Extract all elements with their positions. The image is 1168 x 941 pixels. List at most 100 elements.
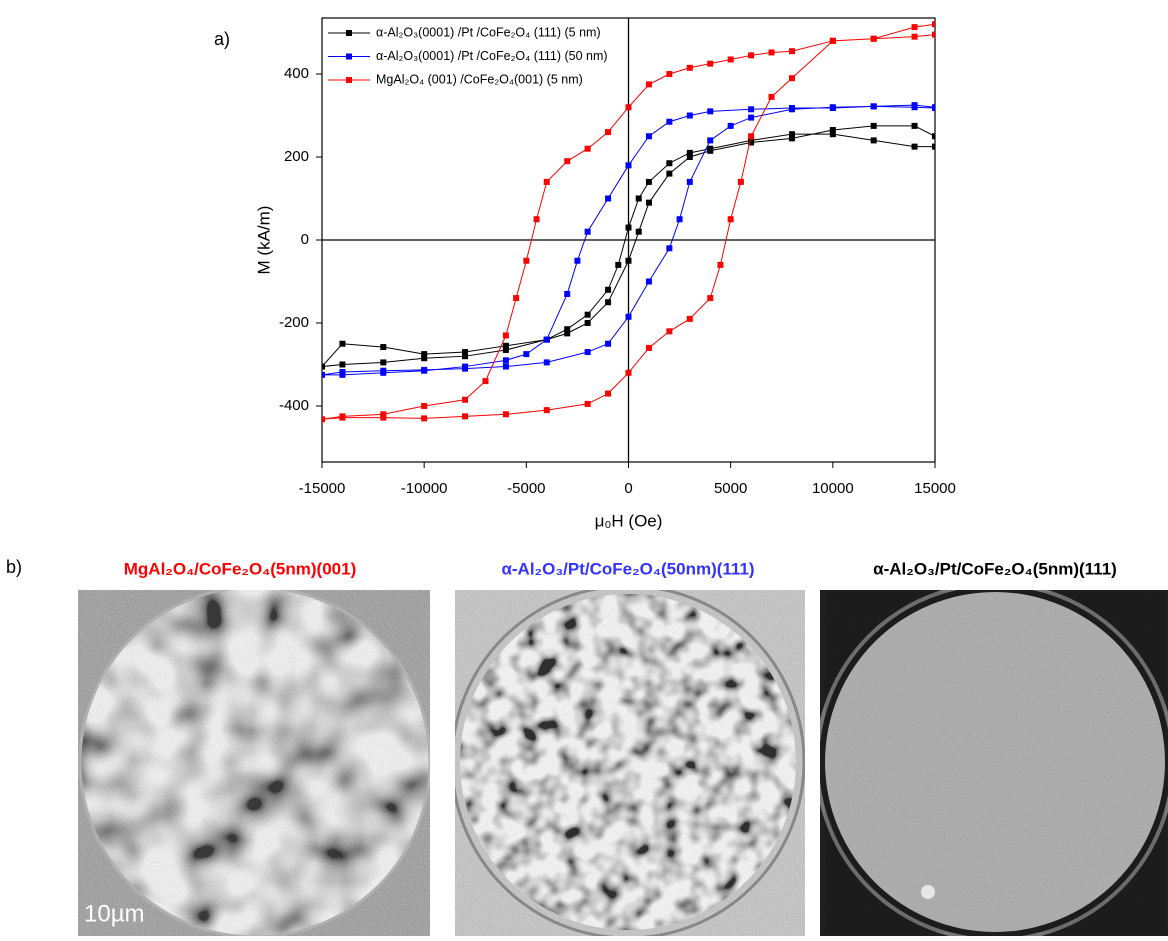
data-point: [584, 319, 591, 326]
data-point: [707, 147, 714, 154]
data-point: [676, 216, 683, 223]
data-point: [911, 122, 918, 129]
data-point: [322, 363, 325, 370]
data-point: [911, 24, 918, 31]
series-line: [322, 23, 935, 420]
data-point: [748, 106, 755, 113]
data-point: [421, 351, 428, 358]
data-point: [502, 411, 509, 418]
data-point: [421, 355, 428, 362]
data-point: [543, 407, 550, 414]
bright-spot: [921, 885, 935, 899]
data-point: [932, 133, 935, 140]
data-point: [666, 160, 673, 167]
data-point: [635, 195, 642, 202]
series-line: [322, 125, 935, 368]
data-point: [625, 257, 632, 264]
image-noise: [80, 590, 430, 936]
data-point: [932, 31, 935, 38]
data-point: [635, 228, 642, 235]
data-point: [645, 81, 652, 88]
data-point: [870, 35, 877, 42]
image-noise: [460, 594, 796, 930]
data-point: [584, 400, 591, 407]
y-tick-label: 0: [301, 231, 309, 248]
data-point: [686, 154, 693, 161]
data-point: [605, 340, 612, 347]
data-point: [768, 93, 775, 100]
data-point: [666, 71, 673, 78]
data-point: [932, 21, 935, 28]
y-axis-label: M (kA/m): [254, 206, 273, 275]
data-point: [911, 33, 918, 40]
x-axis-label: μ₀H (Oe): [595, 511, 663, 530]
data-point: [605, 129, 612, 136]
data-point: [564, 158, 571, 165]
data-point: [462, 349, 469, 356]
data-point: [625, 313, 632, 320]
data-point: [727, 56, 734, 63]
data-point: [707, 295, 714, 302]
data-point: [339, 414, 346, 421]
data-point: [748, 114, 755, 121]
data-point: [564, 326, 571, 333]
data-point: [645, 178, 652, 185]
data-point: [768, 49, 775, 56]
data-point: [523, 257, 530, 264]
panel-title: α-Al₂O₃/Pt/CoFe₂O₄(50nm)(111): [501, 559, 754, 578]
data-point: [584, 228, 591, 235]
data-point: [748, 52, 755, 59]
image-panel: [820, 590, 1168, 936]
data-point: [462, 396, 469, 403]
data-point: [748, 139, 755, 146]
data-point: [666, 118, 673, 125]
y-tick-label: -200: [279, 314, 309, 331]
data-point: [625, 104, 632, 111]
data-point: [686, 149, 693, 156]
data-point: [686, 178, 693, 185]
data-point: [727, 216, 734, 223]
data-point: [605, 390, 612, 397]
data-point: [911, 143, 918, 150]
scale-bar-label: 10µm: [84, 900, 145, 927]
data-point: [829, 37, 836, 44]
data-point: [666, 245, 673, 252]
data-point: [421, 366, 428, 373]
data-point: [462, 353, 469, 360]
x-tick-label: 0: [624, 480, 632, 497]
image-panel: [455, 590, 805, 936]
data-point: [932, 105, 935, 112]
y-tick-label: 400: [284, 65, 309, 82]
data-point: [727, 122, 734, 129]
data-point: [748, 133, 755, 140]
data-point: [322, 416, 325, 423]
data-point: [788, 131, 795, 138]
data-point: [543, 336, 550, 343]
data-point: [574, 257, 581, 264]
data-point: [717, 261, 724, 268]
data-point: [380, 411, 387, 418]
data-point: [380, 344, 387, 351]
panel-letter: b): [6, 557, 22, 577]
legend-label: α-Al₂O₃(0001) /Pt /CoFe₂O₄ (111) (5 nm): [376, 25, 601, 39]
data-point: [523, 351, 530, 358]
data-point: [645, 344, 652, 351]
legend-marker: [346, 53, 352, 60]
panel-title: α-Al₂O₃/Pt/CoFe₂O₄(5nm)(111): [873, 559, 1117, 578]
data-point: [829, 127, 836, 134]
data-point: [380, 367, 387, 374]
x-tick-label: -15000: [299, 480, 346, 497]
data-point: [605, 299, 612, 306]
series-line: [322, 104, 935, 376]
data-point: [502, 357, 509, 364]
data-point: [707, 60, 714, 67]
data-point: [584, 311, 591, 318]
data-point: [707, 137, 714, 144]
data-point: [482, 378, 489, 385]
data-point: [533, 216, 540, 223]
data-point: [513, 295, 520, 302]
data-point: [380, 414, 387, 421]
data-point: [666, 328, 673, 335]
data-point: [645, 133, 652, 140]
